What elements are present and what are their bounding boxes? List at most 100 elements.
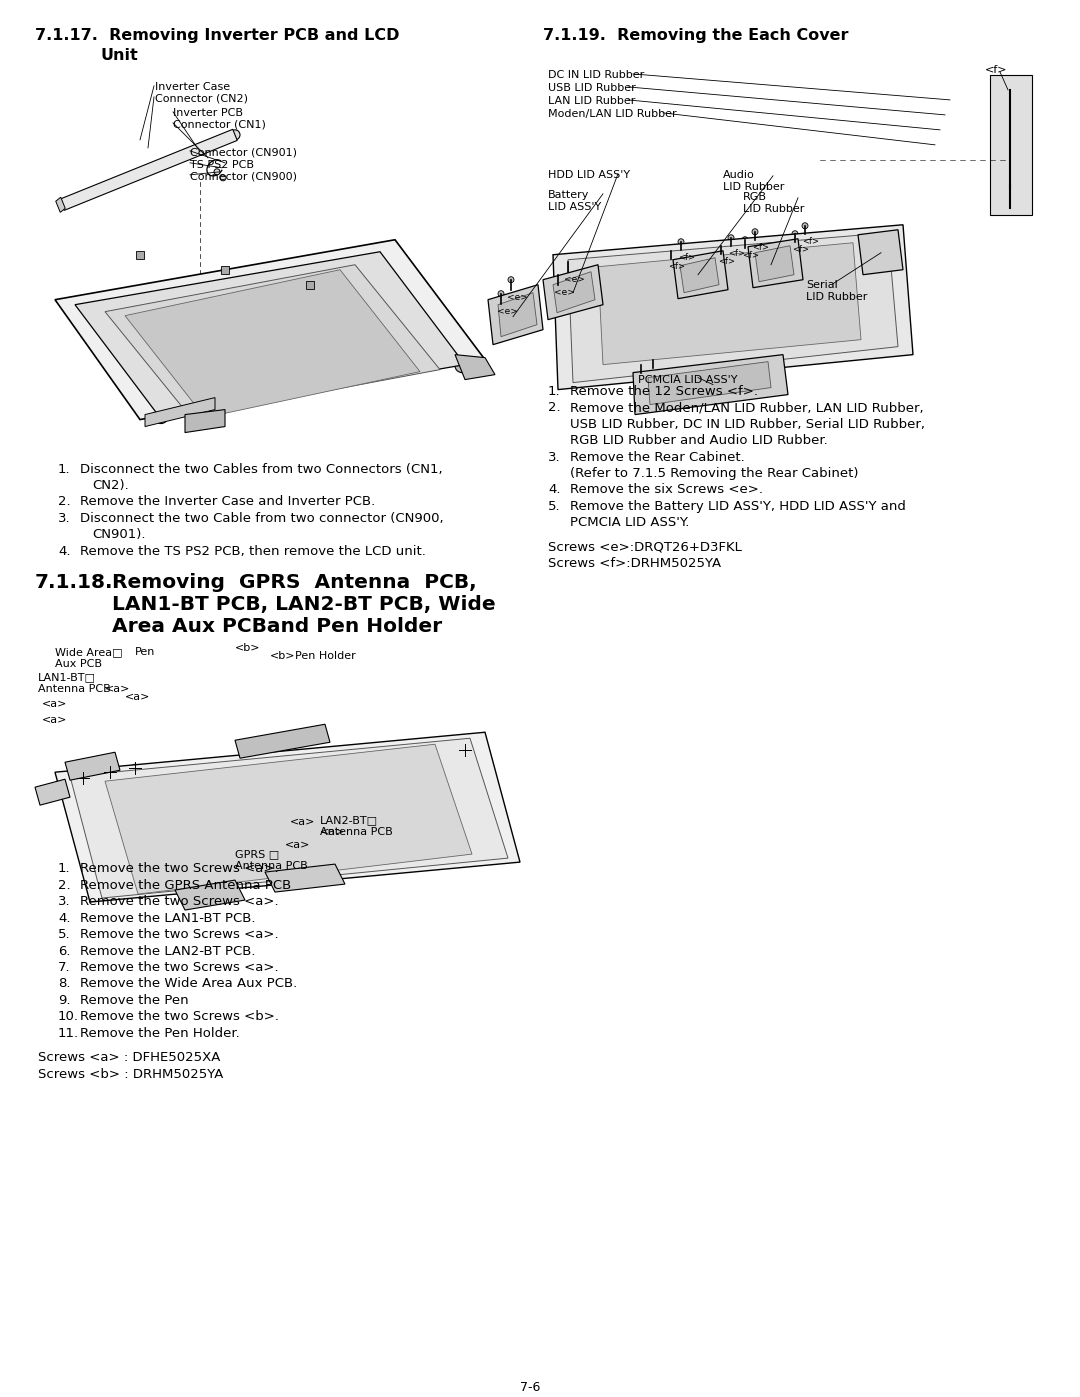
Polygon shape bbox=[673, 250, 728, 299]
Polygon shape bbox=[648, 362, 771, 405]
Polygon shape bbox=[633, 355, 788, 415]
Polygon shape bbox=[136, 250, 144, 258]
Polygon shape bbox=[488, 285, 543, 345]
Polygon shape bbox=[598, 243, 861, 365]
Text: <a>: <a> bbox=[42, 700, 67, 710]
Text: Remove the GPRS Antenna PCB: Remove the GPRS Antenna PCB bbox=[80, 879, 292, 891]
Circle shape bbox=[723, 289, 753, 320]
Text: <e>: <e> bbox=[564, 275, 585, 284]
Circle shape bbox=[728, 235, 734, 240]
Polygon shape bbox=[56, 197, 65, 212]
Text: Antenna PCB: Antenna PCB bbox=[320, 827, 393, 837]
Circle shape bbox=[370, 246, 384, 260]
Text: LAN LID Rubber: LAN LID Rubber bbox=[548, 96, 635, 106]
Circle shape bbox=[570, 257, 580, 268]
Text: Remove the two Screws <b>.: Remove the two Screws <b>. bbox=[80, 1010, 279, 1024]
Text: 1.: 1. bbox=[58, 462, 70, 475]
Circle shape bbox=[650, 356, 656, 363]
Circle shape bbox=[638, 362, 644, 367]
Circle shape bbox=[792, 231, 798, 236]
Text: Screws <f>:DRHM5025YA: Screws <f>:DRHM5025YA bbox=[548, 557, 721, 570]
Text: Pen: Pen bbox=[135, 647, 156, 658]
Text: LID Rubber: LID Rubber bbox=[743, 204, 805, 214]
Polygon shape bbox=[105, 745, 472, 894]
Text: Removing  GPRS  Antenna  PCB,: Removing GPRS Antenna PCB, bbox=[112, 573, 476, 592]
Text: <a>: <a> bbox=[42, 715, 67, 725]
Circle shape bbox=[742, 236, 748, 243]
Text: Inverter PCB: Inverter PCB bbox=[173, 108, 243, 117]
Text: RGB LID Rubber and Audio LID Rubber.: RGB LID Rubber and Audio LID Rubber. bbox=[570, 434, 827, 447]
Polygon shape bbox=[105, 264, 440, 416]
Text: Remove the Pen: Remove the Pen bbox=[80, 995, 189, 1007]
Text: 7-6: 7-6 bbox=[519, 1380, 540, 1394]
Circle shape bbox=[230, 130, 240, 140]
Text: 5.: 5. bbox=[548, 500, 561, 513]
Polygon shape bbox=[748, 239, 804, 288]
Text: Disconnect the two Cables from two Connectors (CN1,: Disconnect the two Cables from two Conne… bbox=[80, 462, 443, 475]
Circle shape bbox=[802, 222, 808, 229]
Text: Remove the two Screws <a>.: Remove the two Screws <a>. bbox=[80, 928, 279, 942]
Text: Remove the LAN2-BT PCB.: Remove the LAN2-BT PCB. bbox=[80, 944, 256, 957]
Polygon shape bbox=[306, 281, 314, 289]
Text: DC IN LID Rubber: DC IN LID Rubber bbox=[548, 70, 645, 80]
Text: Remove the Inverter Case and Inverter PCB.: Remove the Inverter Case and Inverter PC… bbox=[80, 496, 375, 509]
Circle shape bbox=[1005, 136, 1014, 144]
Text: Remove the two Screws <a>.: Remove the two Screws <a>. bbox=[80, 895, 279, 908]
Text: <f>: <f> bbox=[742, 250, 759, 260]
Polygon shape bbox=[145, 398, 215, 426]
Text: LID Rubber: LID Rubber bbox=[723, 182, 784, 191]
Text: 5.: 5. bbox=[58, 928, 70, 942]
Circle shape bbox=[455, 359, 469, 373]
Text: <f>: <f> bbox=[802, 236, 819, 246]
Text: Moden/LAN LID Rubber: Moden/LAN LID Rubber bbox=[548, 109, 677, 119]
Polygon shape bbox=[55, 240, 485, 419]
Polygon shape bbox=[175, 880, 245, 909]
Text: 1.: 1. bbox=[548, 384, 561, 398]
Circle shape bbox=[555, 272, 561, 278]
Polygon shape bbox=[59, 130, 238, 211]
Text: 4.: 4. bbox=[58, 912, 70, 925]
Polygon shape bbox=[65, 752, 120, 780]
Circle shape bbox=[154, 409, 168, 423]
Polygon shape bbox=[35, 780, 70, 805]
Circle shape bbox=[498, 291, 504, 296]
Text: 11.: 11. bbox=[58, 1027, 79, 1039]
Text: USB LID Rubber, DC IN LID Rubber, Serial LID Rubber,: USB LID Rubber, DC IN LID Rubber, Serial… bbox=[570, 418, 924, 430]
Text: 7.: 7. bbox=[58, 961, 70, 974]
Text: Remove the Wide Area Aux PCB.: Remove the Wide Area Aux PCB. bbox=[80, 978, 297, 990]
Text: 6.: 6. bbox=[58, 944, 70, 957]
Circle shape bbox=[1005, 85, 1014, 94]
Text: <f>: <f> bbox=[792, 244, 809, 254]
Text: 7.1.19.  Removing the Each Cover: 7.1.19. Removing the Each Cover bbox=[543, 28, 849, 43]
Circle shape bbox=[1005, 180, 1014, 189]
Text: Remove the two Screws <a>.: Remove the two Screws <a>. bbox=[80, 862, 279, 875]
Text: 10.: 10. bbox=[58, 1010, 79, 1024]
Text: <a>: <a> bbox=[285, 840, 310, 851]
Circle shape bbox=[214, 169, 220, 175]
Polygon shape bbox=[75, 251, 465, 418]
Circle shape bbox=[70, 299, 84, 313]
Circle shape bbox=[565, 258, 571, 264]
Text: <b>: <b> bbox=[270, 651, 296, 661]
Polygon shape bbox=[755, 246, 794, 282]
Circle shape bbox=[718, 243, 724, 249]
Circle shape bbox=[878, 232, 888, 242]
Text: Antenna PCB: Antenna PCB bbox=[38, 685, 111, 694]
Text: 3.: 3. bbox=[58, 895, 70, 908]
Polygon shape bbox=[543, 264, 603, 320]
Polygon shape bbox=[568, 233, 897, 383]
Text: <f>: <f> bbox=[678, 253, 696, 261]
Text: 4.: 4. bbox=[58, 545, 70, 557]
Polygon shape bbox=[55, 732, 519, 902]
Circle shape bbox=[570, 373, 580, 383]
Text: 7.1.17.  Removing Inverter PCB and LCD: 7.1.17. Removing Inverter PCB and LCD bbox=[35, 28, 400, 43]
Text: <f>: <f> bbox=[669, 261, 685, 271]
Polygon shape bbox=[680, 257, 719, 293]
Text: Inverter Case: Inverter Case bbox=[156, 82, 230, 92]
Text: <f>: <f> bbox=[985, 64, 1008, 75]
Text: LAN2-BT□: LAN2-BT□ bbox=[320, 816, 378, 826]
Circle shape bbox=[106, 768, 114, 777]
Text: GPRS □: GPRS □ bbox=[235, 849, 280, 859]
Polygon shape bbox=[125, 270, 420, 418]
Text: <e>: <e> bbox=[554, 288, 575, 296]
